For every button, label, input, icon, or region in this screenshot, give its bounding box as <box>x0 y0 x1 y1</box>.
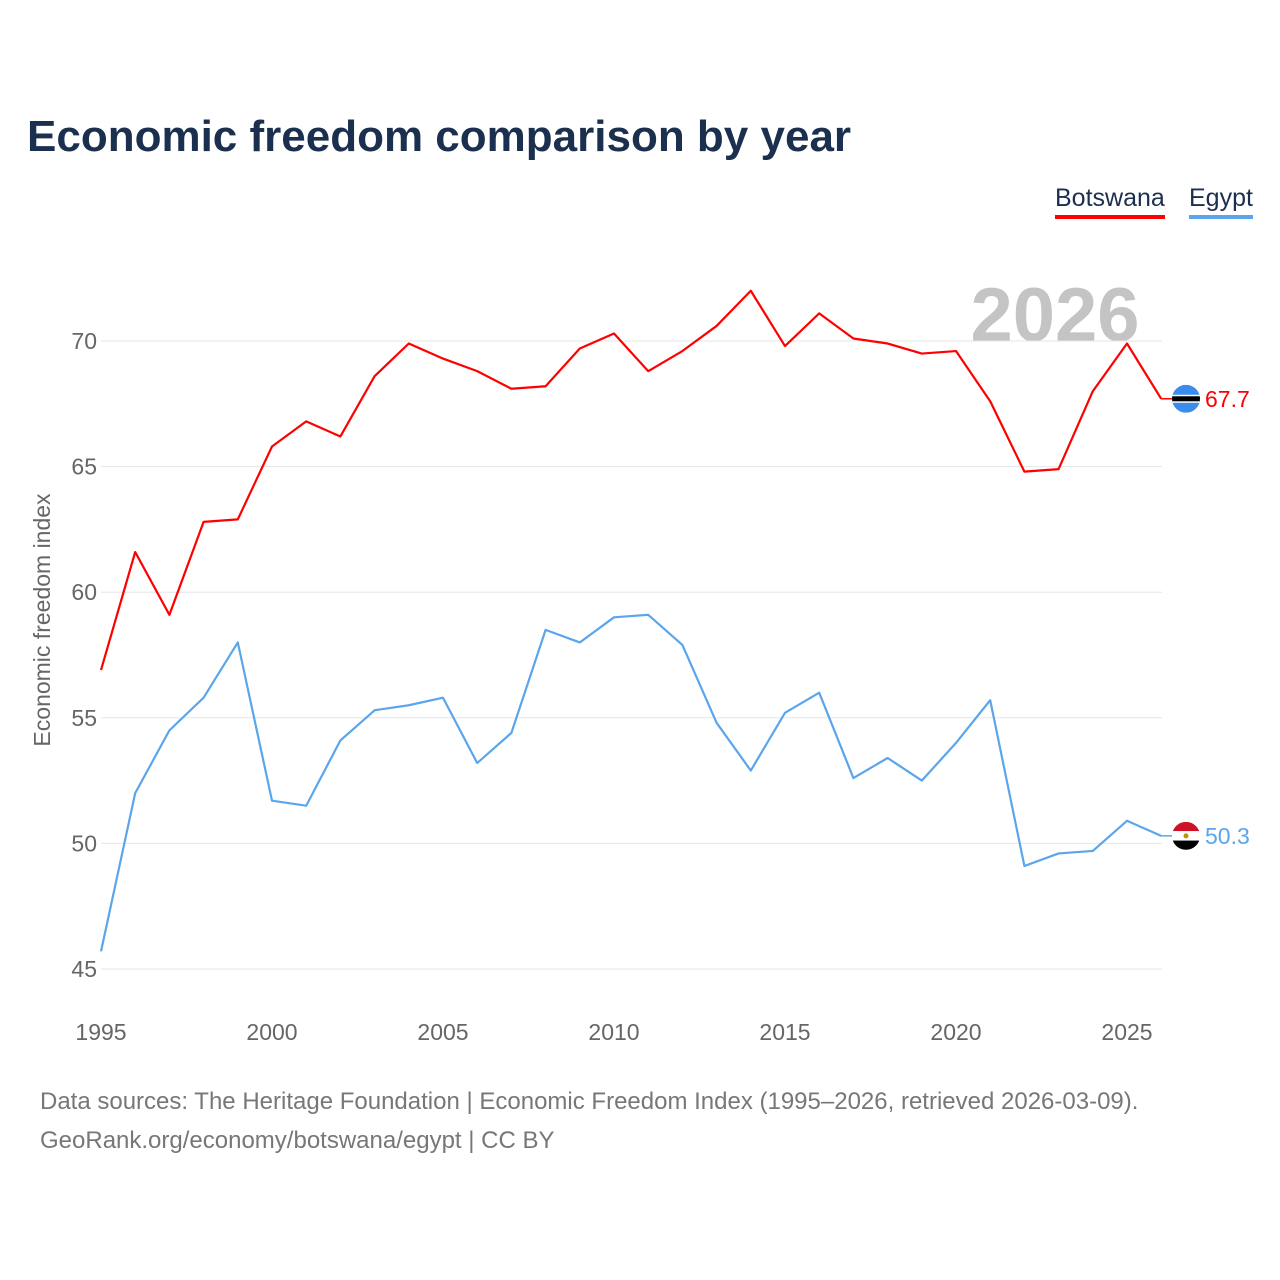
x-tick-label: 2015 <box>759 1019 810 1045</box>
y-tick-label: 60 <box>71 579 97 605</box>
legend-botswana[interactable]: Botswana <box>1055 184 1165 219</box>
x-tick-label: 2000 <box>246 1019 297 1045</box>
chart-title: Economic freedom comparison by year <box>27 112 852 161</box>
y-tick-label: 65 <box>71 454 97 480</box>
y-tick-label: 50 <box>71 830 97 856</box>
source-line-2[interactable]: GeoRank.org/economy/botswana/egypt | CC … <box>40 1127 555 1154</box>
x-tick-label: 2005 <box>417 1019 468 1045</box>
y-tick-label: 55 <box>71 705 97 731</box>
source-line-1: Data sources: The Heritage Foundation | … <box>40 1088 1139 1115</box>
x-tick-label: 2010 <box>588 1019 639 1045</box>
y-tick-label: 45 <box>71 956 97 982</box>
series-line-egypt <box>99 613 1162 952</box>
y-axis-label: Economic freedom index <box>29 493 55 747</box>
end-value-label: 67.7 <box>1205 386 1250 412</box>
botswana-flag-icon <box>1172 384 1200 413</box>
year-watermark: 2026 <box>970 273 1139 358</box>
x-tick-label: 2020 <box>930 1019 981 1045</box>
legend-egypt[interactable]: Egypt <box>1189 184 1253 219</box>
series-line-botswana <box>99 289 1163 671</box>
x-tick-label: 1995 <box>75 1019 126 1045</box>
egypt-flag-icon <box>1172 821 1200 850</box>
end-value-label: 50.3 <box>1205 823 1250 849</box>
y-tick-label: 70 <box>71 328 97 354</box>
x-tick-label: 2025 <box>1101 1019 1152 1045</box>
